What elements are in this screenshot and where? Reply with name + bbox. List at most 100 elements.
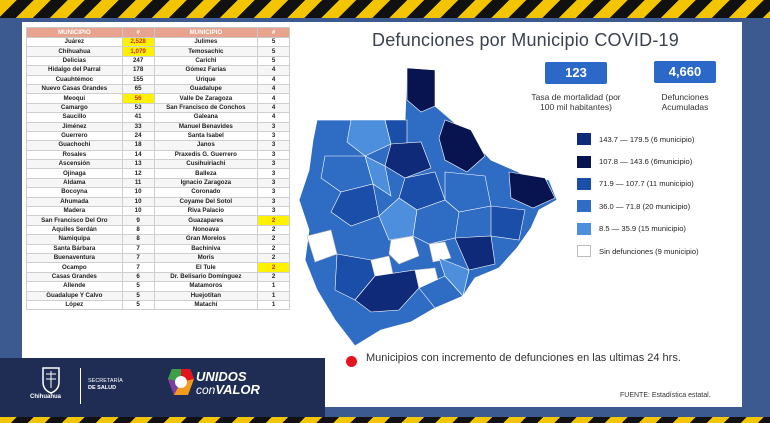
legend-item: Sin defunciones (9 municipio) bbox=[577, 240, 699, 262]
count-cell: 8 bbox=[121, 224, 155, 236]
unidos-con-valor-logo-icon bbox=[168, 369, 194, 395]
municipality-table: MUNICIPIO # MUNICIPIO # Juárez 2,528 Julim… bbox=[26, 27, 290, 355]
count-cell: 3 bbox=[257, 187, 290, 198]
municipio-cell: Coronado bbox=[153, 187, 259, 198]
count-cell: 41 bbox=[121, 112, 155, 123]
count-cell: 1 bbox=[257, 281, 290, 292]
municipio-cell: El Tule bbox=[153, 262, 259, 273]
municipio-cell: Santa Isabel bbox=[153, 130, 259, 142]
con-label: con bbox=[196, 383, 216, 397]
municipio-cell: Ahumada bbox=[26, 196, 123, 208]
count-cell: 10 bbox=[121, 187, 155, 198]
count-cell: 6 bbox=[121, 271, 155, 283]
cumulative-deaths-value: 4,660 bbox=[654, 61, 716, 83]
count-cell: 2 bbox=[257, 243, 290, 255]
header-count-1: # bbox=[121, 27, 155, 38]
count-cell: 10 bbox=[121, 196, 155, 208]
table-row: Madera 10 Riva Palacio 3 bbox=[26, 206, 290, 217]
municipio-cell: Julimes bbox=[153, 36, 259, 48]
source-note: FUENTE: Estadística estatal. bbox=[620, 392, 711, 399]
legend-label: 71.9 — 107.7 (11 municipio) bbox=[599, 179, 694, 189]
count-cell: 5 bbox=[257, 36, 290, 48]
count-cell: 247 bbox=[121, 55, 155, 67]
municipio-cell: Buenaventura bbox=[26, 252, 123, 264]
municipio-cell: Namiquipa bbox=[26, 234, 123, 245]
count-cell: 24 bbox=[121, 130, 155, 142]
count-cell: 2 bbox=[257, 262, 290, 273]
header-municipio-2: MUNICIPIO bbox=[153, 27, 259, 38]
count-cell: 1,079 bbox=[121, 46, 155, 57]
municipio-cell: Huejotitan bbox=[153, 290, 259, 301]
municipio-cell: Bachiniva bbox=[153, 243, 259, 255]
municipio-cell: Guachochi bbox=[26, 140, 123, 151]
table-row: Guadalupe Y Calvo 5 Huejotitan 1 bbox=[26, 290, 290, 301]
legend-item: 71.9 — 107.7 (11 municipio) bbox=[577, 173, 699, 195]
legend-swatch bbox=[577, 222, 591, 235]
legend-item: 107.8 — 143.6 (6municipio) bbox=[577, 150, 699, 172]
mortality-rate-label: Tasa de mortalidad (por 100 mil habitant… bbox=[531, 92, 621, 112]
legend-item: 36.0 — 71.8 (20 municipio) bbox=[577, 195, 699, 217]
mortality-rate-value: 123 bbox=[545, 62, 607, 84]
municipio-cell: Janos bbox=[153, 140, 259, 151]
municipio-cell: Matachí bbox=[153, 299, 259, 311]
count-cell: 178 bbox=[121, 65, 155, 76]
count-cell: 4 bbox=[257, 74, 290, 85]
count-cell: 5 bbox=[121, 281, 155, 292]
cumulative-deaths-label: Defunciones Acumuladas bbox=[661, 92, 709, 112]
map-manuel-benavides bbox=[508, 171, 556, 209]
map-district-14 bbox=[354, 269, 420, 313]
chihuahua-shield-icon bbox=[42, 367, 60, 394]
count-cell: 3 bbox=[257, 149, 290, 161]
table-row: San Francisco Del Oro 9 Guazapares 2 bbox=[26, 215, 290, 226]
count-cell: 155 bbox=[121, 74, 155, 85]
count-cell: 33 bbox=[121, 121, 155, 132]
legend-label: 143.7 — 179.5 (6 municipio) bbox=[599, 134, 695, 144]
table-row: Aquiles Serdán 8 Nonoava 2 bbox=[26, 224, 290, 236]
map-ojinaga bbox=[438, 119, 486, 173]
municipio-cell: Hidalgo del Parral bbox=[26, 65, 123, 76]
municipio-cell: San Francisco Del Oro bbox=[26, 215, 123, 226]
map-juarez bbox=[406, 67, 436, 113]
municipio-cell: Riva Palacio bbox=[153, 206, 259, 217]
table-row: Ahumada 10 Coyame Del Sotol 3 bbox=[26, 196, 290, 208]
increase-note: Municipios con incremento de defunciones… bbox=[366, 352, 681, 364]
municipio-cell: Delicias bbox=[26, 55, 123, 67]
table-row: Delicias 247 Carichi 5 bbox=[26, 55, 290, 67]
count-cell: 5 bbox=[257, 55, 290, 67]
unidos-con-valor-text: UNIDOS conVALOR bbox=[196, 370, 260, 397]
table-row: Santa Bárbara 7 Bachiniva 2 bbox=[26, 243, 290, 255]
count-cell: 9 bbox=[121, 215, 155, 226]
municipio-cell: Bocoyna bbox=[26, 187, 123, 198]
count-cell: 65 bbox=[121, 83, 155, 95]
legend-label: 107.8 — 143.6 (6municipio) bbox=[599, 157, 693, 167]
valor-label: VALOR bbox=[215, 382, 260, 397]
count-cell: 4 bbox=[257, 112, 290, 123]
chihuahua-choropleth-map bbox=[298, 67, 558, 347]
municipio-cell: San Francisco de Conchos bbox=[153, 102, 259, 114]
table-row: Cuauhtémoc 155 Urique 4 bbox=[26, 74, 290, 85]
municipio-cell: Gran Morelos bbox=[153, 234, 259, 245]
municipio-cell: Jiménez bbox=[26, 121, 123, 132]
municipio-cell: Matamoros bbox=[153, 281, 259, 292]
state-name: Chihuahua bbox=[30, 394, 61, 400]
legend-swatch bbox=[577, 177, 591, 190]
table-row: Juárez 2,528 Julimes 5 bbox=[26, 36, 290, 48]
municipio-cell: Ignacio Zaragoza bbox=[153, 177, 259, 189]
table-row: Jiménez 33 Manuel Benavides 3 bbox=[26, 121, 290, 132]
table-row: Buenaventura 7 Moris 2 bbox=[26, 252, 290, 264]
map-district-9 bbox=[330, 183, 380, 227]
municipio-cell: Aquiles Serdán bbox=[26, 224, 123, 236]
count-cell: 5 bbox=[257, 46, 290, 57]
municipio-cell: Coyame Del Sotol bbox=[153, 196, 259, 208]
table-row: Camargo 53 San Francisco de Conchos 4 bbox=[26, 102, 290, 114]
map-district-8 bbox=[490, 205, 526, 241]
municipio-cell: Chihuahua bbox=[26, 46, 123, 57]
red-dot-icon bbox=[346, 356, 357, 367]
count-cell: 1 bbox=[257, 290, 290, 301]
municipio-cell: Temosachic bbox=[153, 46, 259, 57]
municipio-cell: Ojinaga bbox=[26, 168, 123, 179]
legend-label: 8.5 — 35.9 (15 municipio) bbox=[599, 224, 686, 234]
municipio-cell: Juárez bbox=[26, 36, 123, 48]
count-cell: 7 bbox=[121, 252, 155, 264]
map-legend: 143.7 — 179.5 (6 municipio) 107.8 — 143.6… bbox=[577, 128, 699, 262]
